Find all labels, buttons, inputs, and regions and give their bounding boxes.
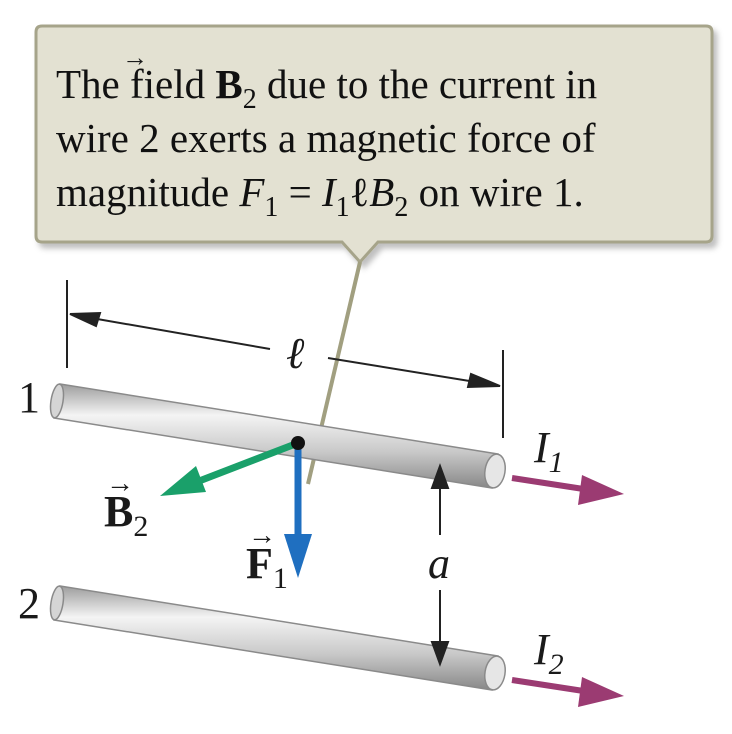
separation-dimension-arrow	[430, 463, 450, 667]
force-f1-vector-arrow: →	[248, 520, 276, 551]
current-2-label: I2	[533, 625, 564, 681]
force-application-point	[291, 436, 305, 450]
force-f1-arrow	[284, 443, 312, 578]
callout-line-1: The field B2 due to the current in	[56, 61, 597, 115]
field-b2-vector-arrow: →	[106, 468, 134, 499]
force-f1-label: F1	[246, 539, 288, 595]
current-1-arrow	[511, 475, 624, 505]
callout-line-3: magnitude F1 = I1ℓB2 on wire 1.	[56, 169, 584, 223]
separation-label: a	[428, 539, 450, 588]
field-b2-arrow	[160, 439, 300, 496]
callout-line-2: wire 2 exerts a magnetic force of	[56, 115, 596, 161]
wire-1	[49, 383, 506, 489]
current-2-arrow	[511, 677, 624, 707]
wire-2-label: 2	[18, 579, 40, 628]
wire-2	[49, 585, 506, 691]
callout-b-vector-arrow: →	[122, 43, 148, 72]
field-b2-label: B2	[104, 487, 148, 543]
callout-box	[34, 24, 714, 265]
current-1-label: I1	[533, 423, 564, 479]
callout: The field B2 due to the current in → wir…	[34, 24, 714, 265]
length-label: ℓ	[286, 329, 305, 378]
wire-1-label: 1	[18, 373, 40, 422]
length-dimension-arrow	[69, 311, 501, 389]
